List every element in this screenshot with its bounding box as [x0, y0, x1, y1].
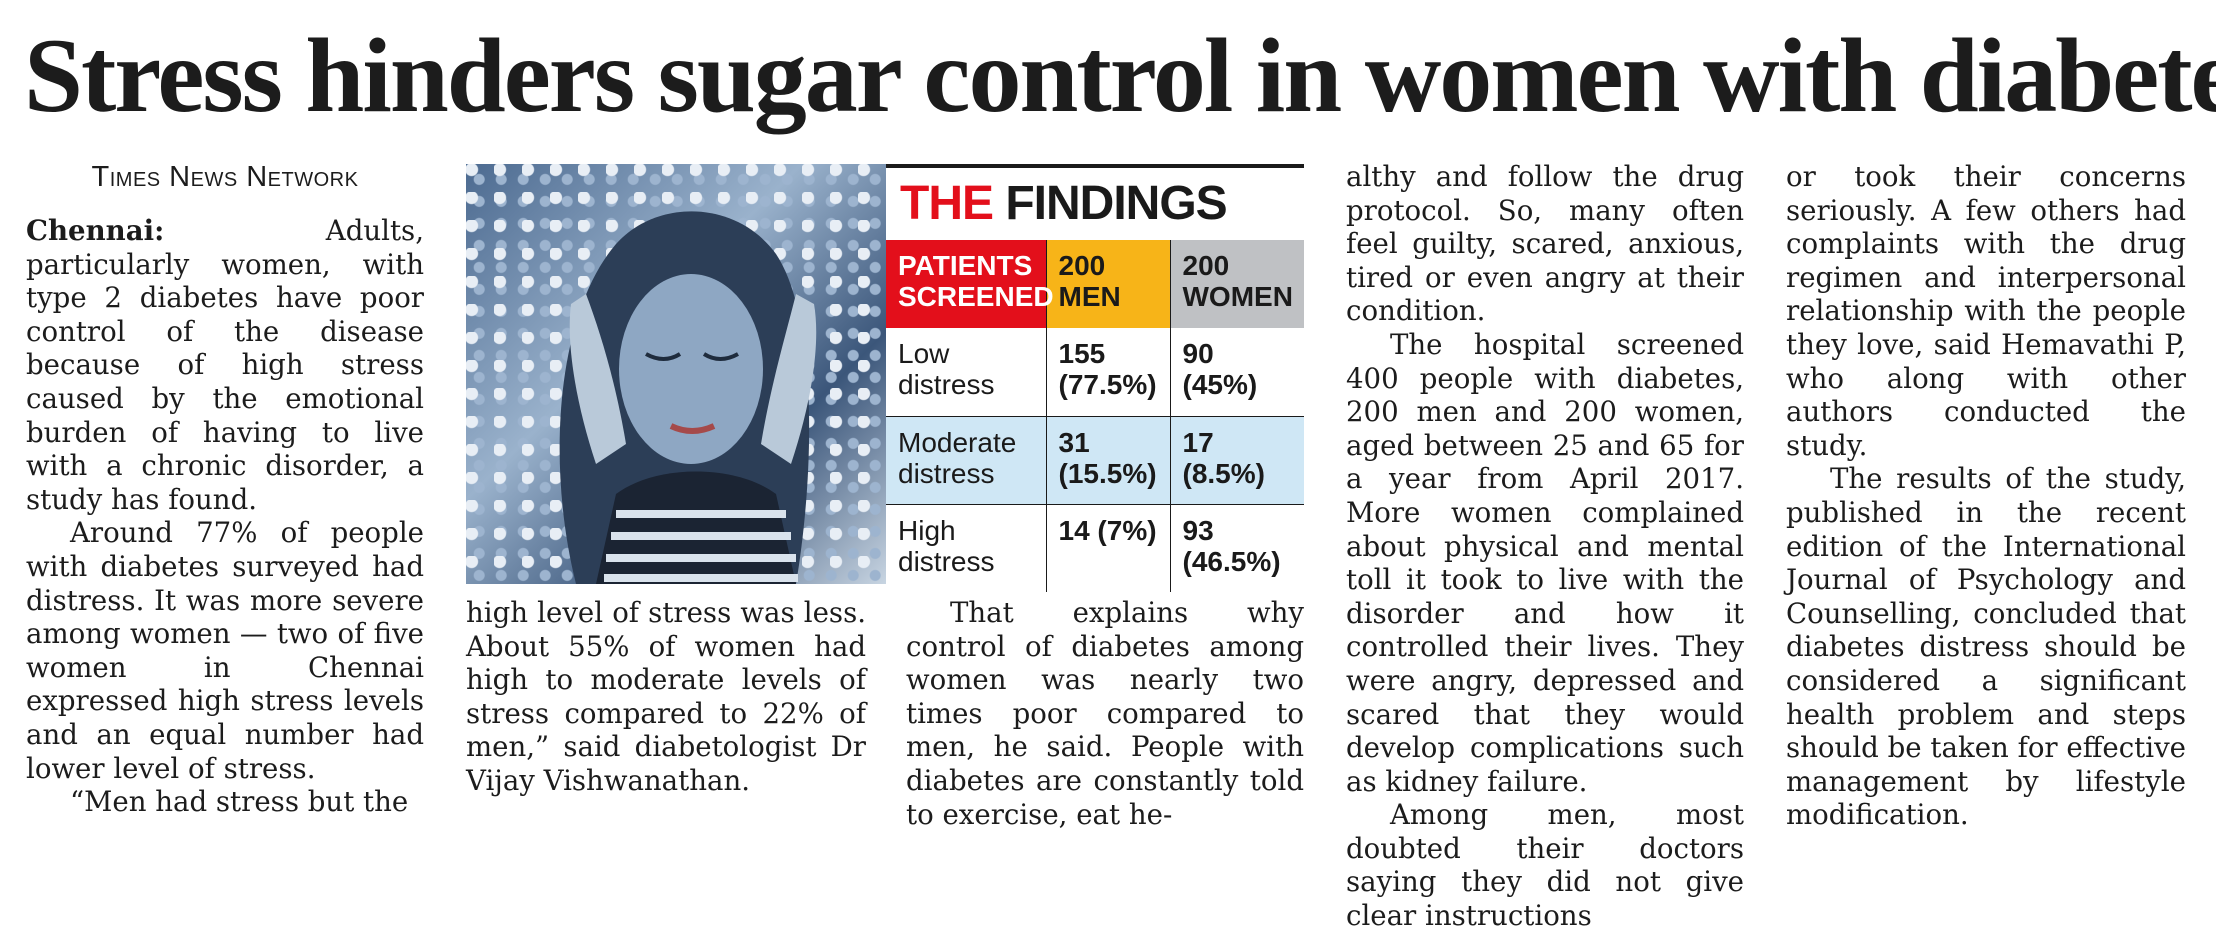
findings-graphic: THE FINDINGS PATIENTS SCREENED 200 MEN 2… [466, 164, 1304, 592]
paragraph: althy and follow the drug protocol. So, … [1346, 160, 1744, 328]
column-1: Times News Network Chennai: Adults, part… [26, 160, 424, 819]
row-men-value: 31 (15.5%) [1046, 416, 1171, 504]
row-label: Low distress [886, 328, 1047, 416]
row-label: Moderate distress [886, 416, 1047, 504]
row-men-value: 14 (7%) [1046, 504, 1171, 592]
paragraph: The hospital screened 400 people with di… [1346, 327, 1744, 798]
paragraph: Around 77% of people with diabetes surve… [26, 516, 424, 785]
findings-title: THE FINDINGS [900, 174, 1228, 234]
table-row: Moderate distress 31 (15.5%) 17 (8.5%) [886, 416, 1304, 504]
paragraph: The results of the study, published in t… [1786, 462, 2186, 832]
table-row: Low distress 155 (77.5%) 90 (45%) [886, 328, 1304, 416]
findings-title-findings: FINDINGS [1005, 177, 1227, 230]
table-row: High distress 14 (7%) 93 (46.5%) [886, 504, 1304, 592]
row-women-value: 17 (8.5%) [1170, 416, 1304, 504]
column-3: That explains why control of diabetes am… [906, 596, 1304, 831]
paragraph: “Men had stress but the [70, 785, 409, 819]
header-patients-screened: PATIENTS SCREENED [886, 240, 1054, 328]
findings-panel: THE FINDINGS PATIENTS SCREENED 200 MEN 2… [886, 164, 1304, 592]
findings-table: PATIENTS SCREENED 200 MEN 200 WOMEN Low … [886, 240, 1304, 592]
stressed-woman-photo [466, 164, 886, 584]
headline: Stress hinders sugar control in women wi… [24, 17, 2216, 134]
column-2: high level of stress was less. About 55%… [466, 596, 866, 798]
row-men-value: 155 (77.5%) [1046, 328, 1171, 416]
byline: Times News Network [91, 161, 359, 193]
findings-title-the: THE [900, 177, 994, 230]
paragraph: or took their concerns seriously. A few … [1786, 160, 2186, 462]
column-5: or took their concerns seriously. A few … [1786, 160, 2186, 832]
dateline: Chennai: [26, 214, 165, 247]
paragraph: Among men, most doubted their doctors sa… [1346, 798, 1744, 933]
row-women-value: 90 (45%) [1182, 338, 1258, 400]
findings-header-row: PATIENTS SCREENED 200 MEN 200 WOMEN [886, 240, 1304, 328]
paragraph-text: Adults, particularly women, with type 2 … [26, 214, 424, 516]
paragraph: That explains why control of diabetes am… [906, 596, 1304, 831]
paragraph: high level of stress was less. About 55%… [466, 596, 866, 797]
column-4: althy and follow the drug protocol. So, … [1346, 160, 1744, 933]
header-women: 200 WOMEN [1170, 240, 1304, 328]
stressed-woman-illustration [559, 211, 817, 584]
paragraph: Chennai: Adults, particularly women, wit… [26, 214, 424, 516]
row-women-value: 93 (46.5%) [1182, 514, 1281, 577]
header-men: 200 MEN [1046, 240, 1171, 328]
row-label: High distress [886, 504, 1047, 592]
